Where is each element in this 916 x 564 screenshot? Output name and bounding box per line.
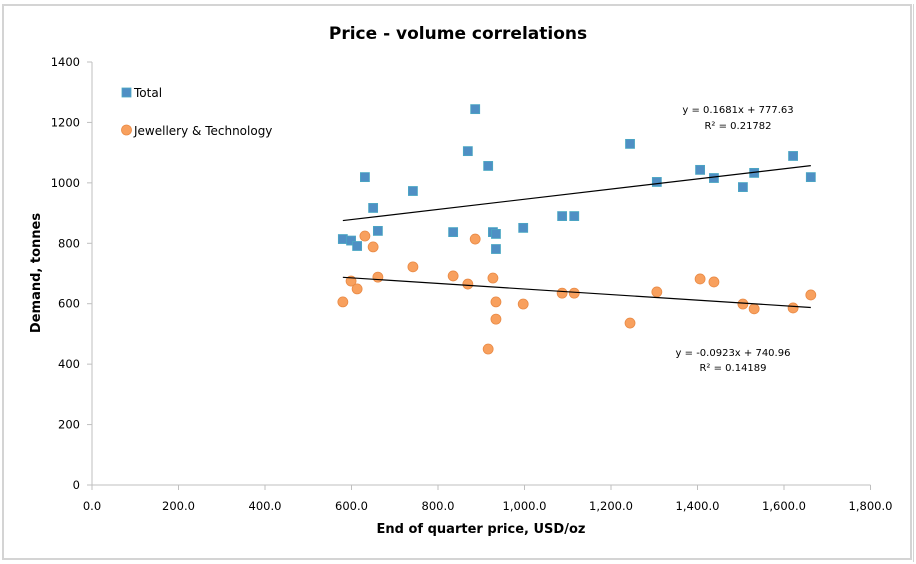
legend-label-total: Total [133,86,162,100]
data-point-total [360,172,370,183]
x-tick-label: 600.0 [335,499,368,513]
data-point-total [448,227,459,238]
legend-marker-total [121,87,132,98]
data-point-jewellery [487,272,499,284]
data-point-jewellery [651,286,663,298]
x-tick-label: 200.0 [162,499,195,513]
data-point-total [805,172,816,183]
x-tick-label: 1,000.0 [503,499,547,513]
data-point-total [625,138,635,149]
data-point-jewellery [359,230,371,242]
x-tick-label: 1,400.0 [676,499,720,513]
data-point-total [651,177,662,187]
legend-label-jewellery: Jewellery & Technology [133,124,272,138]
y-tick-label: 200 [58,418,80,432]
data-point-total [491,244,501,254]
total-trend-equation: y = 0.1681x + 777.63 [682,105,793,116]
data-point-jewellery [490,313,502,325]
data-point-jewellery [737,298,749,310]
data-point-jewellery [372,271,384,283]
data-point-jewellery [556,287,568,299]
y-tick-label: 1000 [51,176,80,190]
legend: Total Jewellery & Technology [121,86,272,138]
series-total [337,104,816,254]
data-point-jewellery [351,283,363,295]
data-point-jewellery [490,296,502,308]
y-tick-label: 400 [58,357,80,371]
y-tick-label: 1400 [51,55,80,69]
data-point-jewellery [447,270,459,282]
x-tick-label: 1,600.0 [762,499,806,513]
trendline-annotations: y = 0.1681x + 777.63 R² = 0.21782 y = -0… [676,105,794,374]
data-point-jewellery [694,273,706,285]
data-point-jewellery [748,303,760,315]
data-point-total [372,225,383,236]
x-tick-label: 400.0 [249,499,282,513]
data-point-jewellery [482,343,494,355]
data-point-total [462,146,473,157]
data-point-total [518,222,529,233]
data-point-total [408,186,418,196]
y-axis-label: Demand, tonnes [29,213,44,333]
data-point-jewellery [407,261,419,273]
outer-edge [913,4,914,562]
data-point-jewellery [624,317,636,329]
x-tick-label: 800.0 [422,499,455,513]
data-point-jewellery [805,289,817,301]
trendlines [342,165,811,309]
series-jewellery-technology [337,230,817,355]
data-point-jewellery [337,296,349,308]
data-point-total [569,211,580,221]
jewellery-trend-r2: R² = 0.14189 [699,363,766,374]
data-point-total [738,182,748,192]
data-point-total [695,164,705,175]
x-tick-label: 1,200.0 [589,499,633,513]
y-tick-label: 800 [58,236,80,250]
x-axis-label: End of quarter price, USD/oz [377,522,586,537]
total-trend-r2: R² = 0.21782 [704,121,771,132]
trendline-total [342,165,811,222]
y-tick-label: 0 [73,478,80,492]
data-point-jewellery [517,298,529,310]
data-points [337,104,817,355]
y-tick-label: 1200 [51,115,80,129]
x-tick-label: 0.0 [83,499,101,513]
jewellery-trend-equation: y = -0.0923x + 740.96 [676,348,791,359]
x-tick-label: 1,800.0 [849,499,893,513]
axes: 0 200 400 600 800 1000 1200 1400 0.0 200.0 400.0 60… [51,55,893,513]
data-point-total [491,229,501,239]
chart-frame [2,4,912,560]
data-point-total [368,203,379,213]
data-point-total [557,211,568,221]
data-point-total [709,173,719,183]
data-point-total [788,151,798,161]
y-tick-label: 600 [58,297,80,311]
data-point-jewellery [568,287,580,299]
data-point-jewellery [462,278,474,290]
data-point-jewellery [469,233,481,245]
data-point-jewellery [787,302,799,314]
data-point-total [337,234,348,244]
data-point-total [352,241,363,251]
data-point-jewellery [708,276,720,288]
legend-marker-jewellery [121,124,132,136]
data-point-jewellery [367,241,379,253]
data-point-total [483,161,494,171]
data-point-total [470,104,481,115]
trendline-jewellery [342,276,811,309]
chart-title: Price - volume correlations [329,24,587,44]
data-point-total [346,235,356,246]
